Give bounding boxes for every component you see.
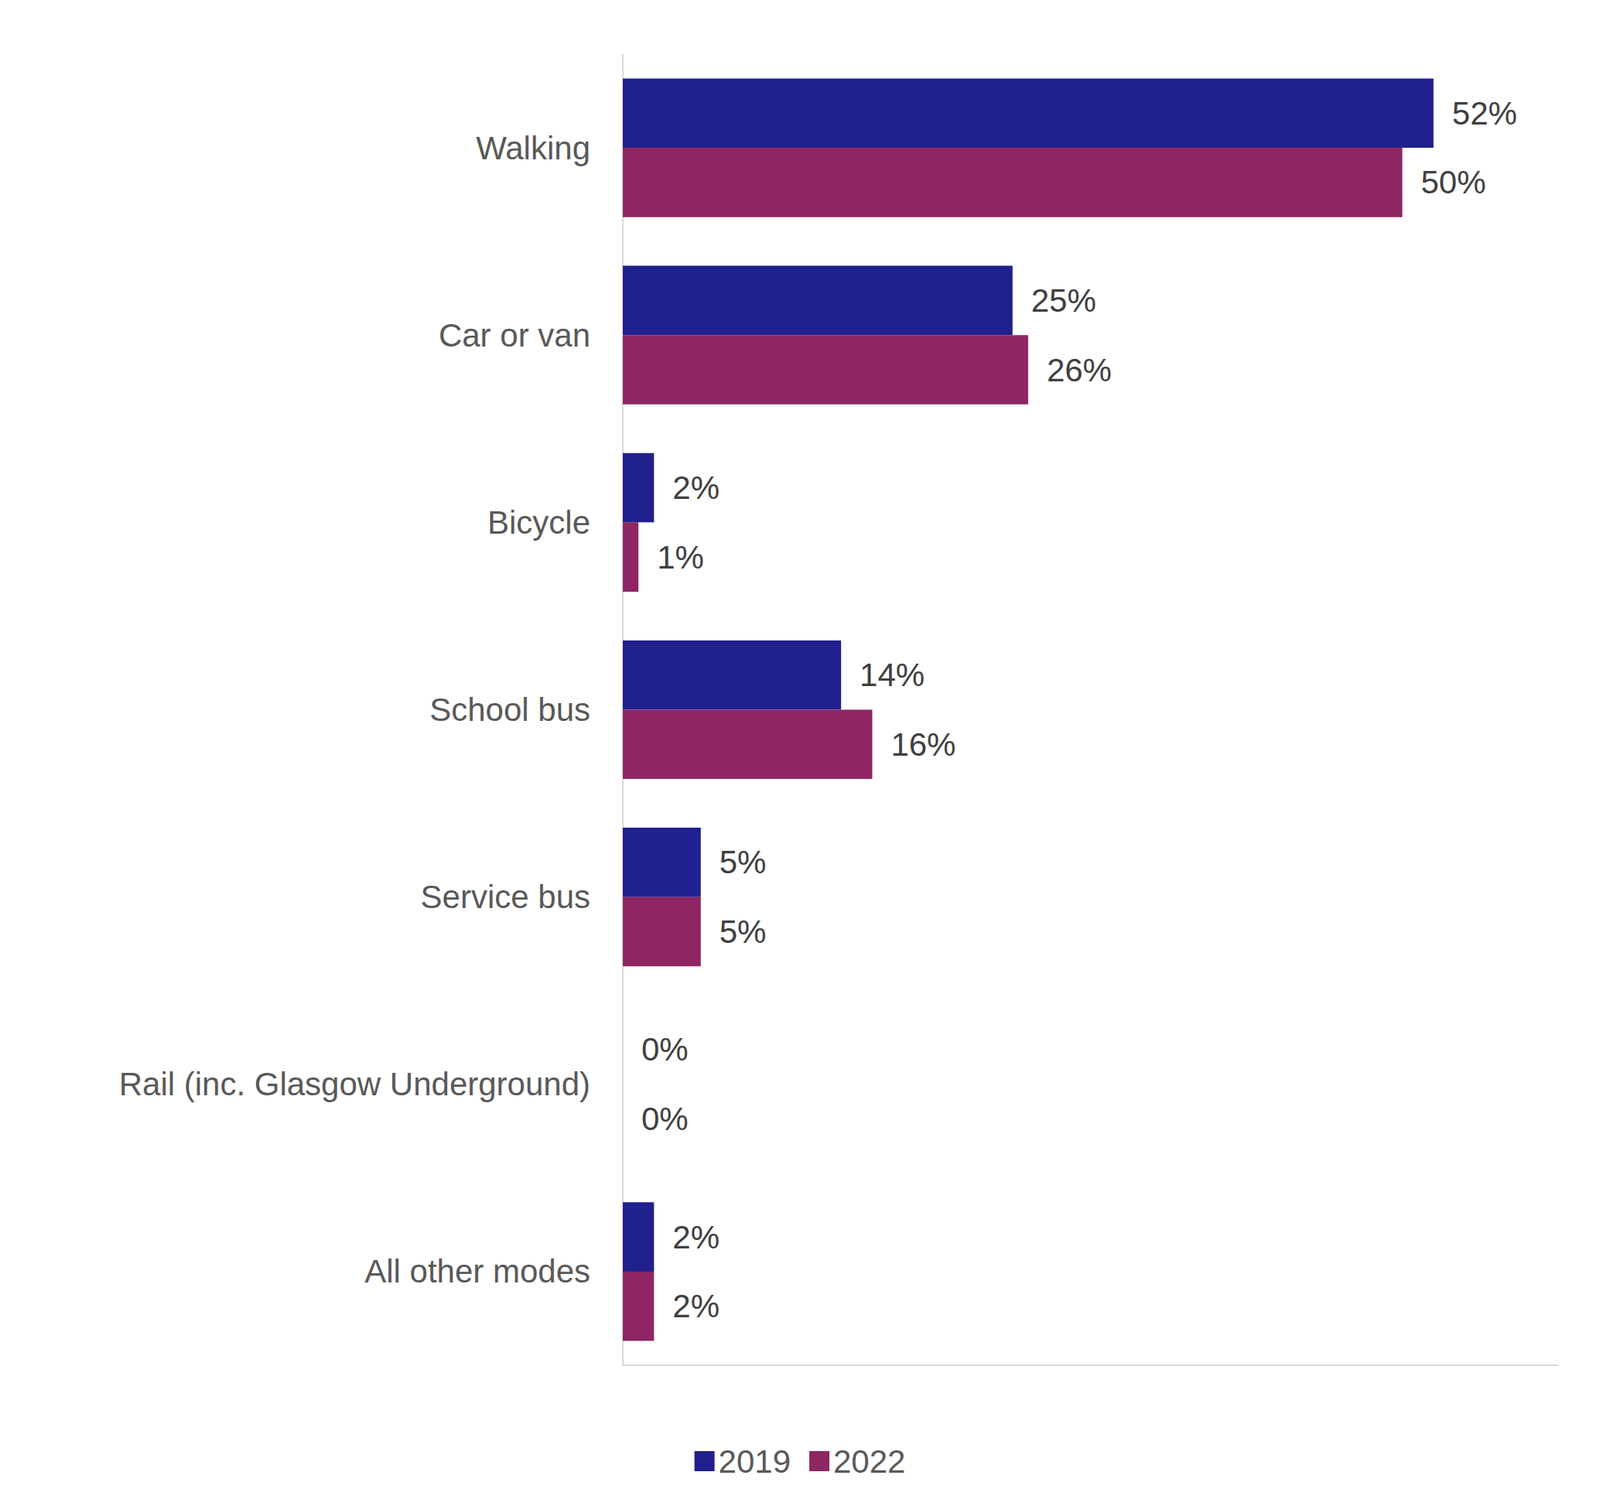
svg-text:2022: 2022 — [833, 1443, 906, 1481]
svg-text:1%: 1% — [656, 539, 705, 576]
svg-text:Bicycle: Bicycle — [487, 504, 591, 541]
svg-text:26%: 26% — [1046, 352, 1112, 389]
svg-text:School bus: School bus — [429, 691, 591, 729]
svg-text:Walking: Walking — [475, 129, 591, 167]
svg-text:50%: 50% — [1421, 164, 1487, 201]
svg-text:14%: 14% — [859, 656, 925, 694]
svg-text:All other modes: All other modes — [364, 1253, 591, 1290]
svg-text:5%: 5% — [719, 844, 767, 881]
svg-text:Car or van: Car or van — [438, 317, 591, 354]
svg-text:Rail (inc. Glasgow Underground: Rail (inc. Glasgow Underground) — [119, 1066, 591, 1103]
svg-text:2%: 2% — [672, 1219, 720, 1256]
svg-text:25%: 25% — [1031, 282, 1097, 319]
svg-text:Service bus: Service bus — [420, 878, 591, 916]
svg-text:2019: 2019 — [718, 1443, 791, 1481]
svg-text:5%: 5% — [719, 913, 767, 951]
svg-text:16%: 16% — [890, 726, 956, 763]
svg-text:2%: 2% — [672, 1288, 720, 1325]
svg-text:2%: 2% — [672, 469, 720, 506]
svg-text:52%: 52% — [1452, 95, 1518, 132]
svg-text:0%: 0% — [641, 1031, 689, 1068]
svg-text:0%: 0% — [641, 1100, 689, 1138]
